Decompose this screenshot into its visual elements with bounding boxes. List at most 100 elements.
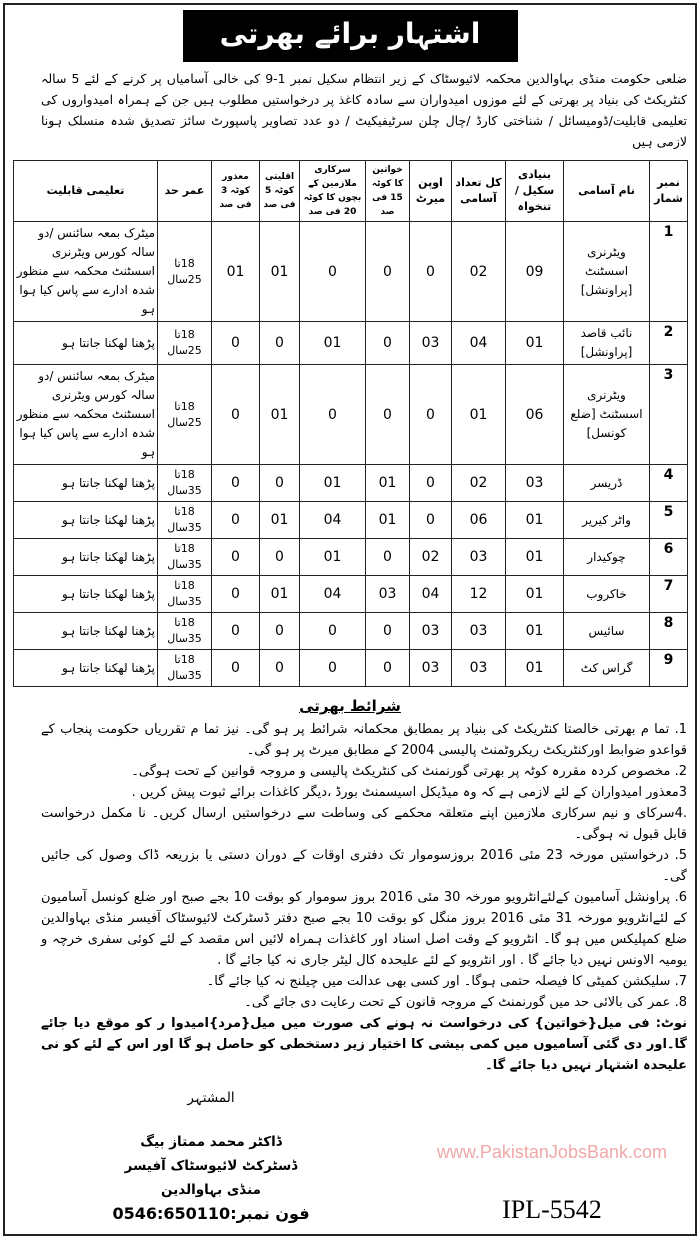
cell-govt: 04 [299, 501, 366, 539]
cell-disabled: 0 [211, 501, 260, 539]
ipl-code: IPL-5542 [502, 1195, 602, 1224]
cell-disabled: 0 [211, 464, 260, 502]
column-header: سرکاری ملازمین کے بچوں کا کوٹہ 20 فی صد [299, 160, 366, 222]
cell-qual: میٹرک بمعہ سائنس /دو سالہ کورس ویٹرنری ا… [13, 221, 158, 322]
note: نوٹ: فی میل{خواتین} کی درخواست نہ ہونے ک… [41, 1016, 687, 1073]
cell-minority: 01 [259, 501, 300, 539]
column-header: کل تعداد آسامی [451, 160, 506, 222]
cell-govt: 0 [299, 649, 366, 687]
column-header: معذور کوٹہ 3 فی صد [211, 160, 260, 222]
condition-item: 8. عمر کی بالائی حد میں گورنمنٹ کے مروجہ… [244, 995, 687, 1010]
condition-item: 1. تما م بھرتی خالصتا کنٹریکٹ کی بنیاد پ… [41, 722, 687, 758]
condition-item: 2. مخصوص کردہ مقررہ کوٹہ پر بھرتی گورنمن… [131, 764, 687, 779]
cell-open: 04 [409, 575, 452, 613]
cell-qual: پڑھنا لھکنا جانتا ہو [13, 501, 158, 539]
cell-qual: میٹرک بمعہ سائنس /دو سالہ کورس ویٹرنری ا… [13, 364, 158, 465]
table-row: 4 ڈریسر 03 02 0 01 01 0 0 18تا 35سال پڑھنا لھکنا ج… [13, 464, 688, 502]
cell-open: 0 [409, 221, 452, 322]
cell-sn: 4 [649, 464, 688, 502]
cell-women: 0 [365, 649, 410, 687]
cell-qual: پڑھنا لھکنا جانتا ہو [13, 575, 158, 613]
cell-scale: 01 [505, 538, 564, 576]
cell-sn: 6 [649, 538, 688, 576]
cell-scale: 06 [505, 364, 564, 465]
cell-govt: 0 [299, 221, 366, 322]
cell-women: 0 [365, 221, 410, 322]
cell-women: 03 [365, 575, 410, 613]
table-row: 8 سائیس 01 03 03 0 0 0 0 18تا 35سال پڑھنا لھکنا جا… [13, 612, 688, 650]
column-header: عمر حد [157, 160, 212, 222]
signature-block: المشتہر ڈاکٹر محمد ممتاز بیگ ڈسٹرکٹ لائی… [91, 1086, 331, 1226]
table-row: 9 گراس کٹ 01 03 03 0 0 0 0 18تا 35سال پڑھنا لھکنا … [13, 649, 688, 687]
cell-disabled: 0 [211, 649, 260, 687]
cell-minority: 01 [259, 575, 300, 613]
cell-total: 06 [451, 501, 506, 539]
column-header: خواتین کا کوٹہ 15 فی صد [365, 160, 410, 222]
cell-scale: 01 [505, 649, 564, 687]
cell-open: 03 [409, 321, 452, 365]
column-header: نام آسامی [563, 160, 650, 222]
cell-govt: 0 [299, 612, 366, 650]
cell-women: 0 [365, 321, 410, 365]
cell-govt: 01 [299, 321, 366, 365]
cell-scale: 01 [505, 321, 564, 365]
posts-table: نمبر شمار نام آسامی بنیادی سکیل / تنخواہ کل… [13, 160, 688, 687]
cell-total: 03 [451, 612, 506, 650]
cell-open: 03 [409, 612, 452, 650]
cell-name: سائیس [563, 612, 650, 650]
ad-border: اشتہار برائے بھرتی ضلعی حکومت منڈی بہاوا… [3, 3, 697, 1236]
cell-qual: پڑھنا لھکنا جانتا ہو [13, 538, 158, 576]
cell-name: خاکروب [563, 575, 650, 613]
footer-right: www.PakistanJobsBank.com IPL-5542 [437, 1140, 667, 1226]
condition-item: 6. پراونشل آسامیون کےلئےانٹرویو مورخہ 30… [41, 890, 687, 968]
cell-sn: 9 [649, 649, 688, 687]
cell-name: چوکیدار [563, 538, 650, 576]
cell-women: 01 [365, 501, 410, 539]
cell-total: 02 [451, 221, 506, 322]
cell-disabled: 0 [211, 575, 260, 613]
conditions-list: 1. تما م بھرتی خالصتا کنٹریکٹ کی بنیاد پ… [41, 719, 687, 1076]
cell-sn: 8 [649, 612, 688, 650]
footer: المشتہر ڈاکٹر محمد ممتاز بیگ ڈسٹرکٹ لائی… [13, 1086, 687, 1226]
cell-total: 12 [451, 575, 506, 613]
condition-item: 5. درخواستیں مورخہ 23 مئی 2016 بروزسوموا… [41, 848, 687, 884]
cell-women: 0 [365, 538, 410, 576]
cell-disabled: 0 [211, 612, 260, 650]
cell-age: 18تا 35سال [157, 464, 212, 502]
cell-age: 18تا 35سال [157, 501, 212, 539]
cell-minority: 0 [259, 538, 300, 576]
ad-title: اشتہار برائے بھرتی [182, 10, 518, 62]
conditions-title: شرائط بھرتی [299, 697, 401, 715]
cell-open: 03 [409, 649, 452, 687]
cell-minority: 0 [259, 612, 300, 650]
table-row: 6 چوکیدار 01 03 02 0 01 0 0 18تا 35سال پڑھنا لھکنا… [13, 538, 688, 576]
officer-place: منڈی بہاوالدین [161, 1182, 261, 1198]
cell-minority: 0 [259, 321, 300, 365]
cell-name: گراس کٹ [563, 649, 650, 687]
cell-scale: 01 [505, 501, 564, 539]
officer-designation: ڈسٹرکٹ لائیوسٹاک آفیسر [124, 1158, 298, 1174]
cell-women: 01 [365, 464, 410, 502]
table-row: 7 خاکروب 01 12 04 03 04 01 0 18تا 35سال پڑھنا لھکن… [13, 575, 688, 613]
cell-age: 18تا 25سال [157, 221, 212, 322]
cell-sn: 1 [649, 221, 688, 322]
cell-total: 01 [451, 364, 506, 465]
column-header: اوپن میرٹ [409, 160, 452, 222]
cell-name: ڈریسر [563, 464, 650, 502]
cell-total: 03 [451, 538, 506, 576]
cell-disabled: 0 [211, 364, 260, 465]
intro-paragraph: ضلعی حکومت منڈی بہاوالدین محکمہ لائیوسٹا… [41, 71, 688, 149]
cell-sn: 3 [649, 364, 688, 465]
cell-age: 18تا 25سال [157, 321, 212, 365]
cell-govt: 01 [299, 464, 366, 502]
cell-total: 03 [451, 649, 506, 687]
advertiser-label: المشتہر [187, 1090, 235, 1106]
cell-sn: 5 [649, 501, 688, 539]
cell-open: 0 [409, 364, 452, 465]
cell-age: 18تا 35سال [157, 612, 212, 650]
cell-name: نائب قاصد [پراونشل] [563, 321, 650, 365]
cell-age: 18تا 35سال [157, 649, 212, 687]
cell-govt: 0 [299, 364, 366, 465]
cell-age: 18تا 35سال [157, 575, 212, 613]
cell-minority: 01 [259, 364, 300, 465]
